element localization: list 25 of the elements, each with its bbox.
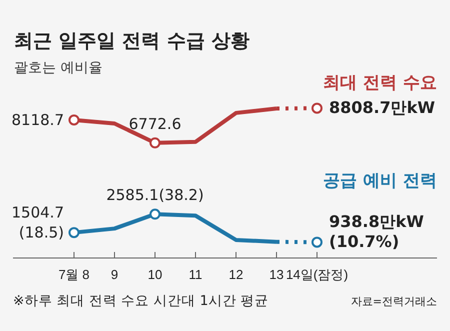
point bbox=[312, 236, 322, 248]
x-tick-label: 10 bbox=[148, 267, 162, 282]
data-label: 1504.7 (18.5) bbox=[12, 204, 64, 242]
data-label: 8118.7 bbox=[12, 110, 64, 129]
text: 공급 예비 전력 bbox=[323, 171, 437, 191]
point bbox=[150, 137, 160, 148]
point bbox=[68, 227, 80, 238]
point bbox=[150, 208, 160, 220]
text: ※하루 최대 전력 수요 시간대 1시간 평균 bbox=[13, 293, 269, 309]
x-tick-label: 11 bbox=[188, 267, 202, 282]
text: 최대 전력 수요 bbox=[323, 73, 437, 93]
x-tick-label: 7월 8 bbox=[58, 267, 90, 282]
data-label: 6772.6 bbox=[128, 114, 182, 133]
text: 자료=전력거래소 bbox=[350, 295, 437, 308]
x-tick-label: 9 bbox=[110, 267, 118, 282]
x-tick-label: 12 bbox=[228, 267, 244, 282]
data-label: 2585.1(38.2) bbox=[106, 186, 204, 204]
x-tick-label: 14일(잠정) bbox=[286, 267, 348, 282]
point bbox=[312, 102, 322, 114]
chart-title: 최근 일주일 전력 수급 상황 bbox=[14, 30, 250, 52]
chart-subtitle: 괄호는 예비율 bbox=[14, 60, 102, 76]
point bbox=[68, 114, 80, 126]
data-label: 938.8만kW (10.7%) bbox=[329, 212, 424, 252]
data-label: 8808.7만kW bbox=[329, 98, 436, 118]
x-tick-label: 13 bbox=[269, 267, 284, 282]
